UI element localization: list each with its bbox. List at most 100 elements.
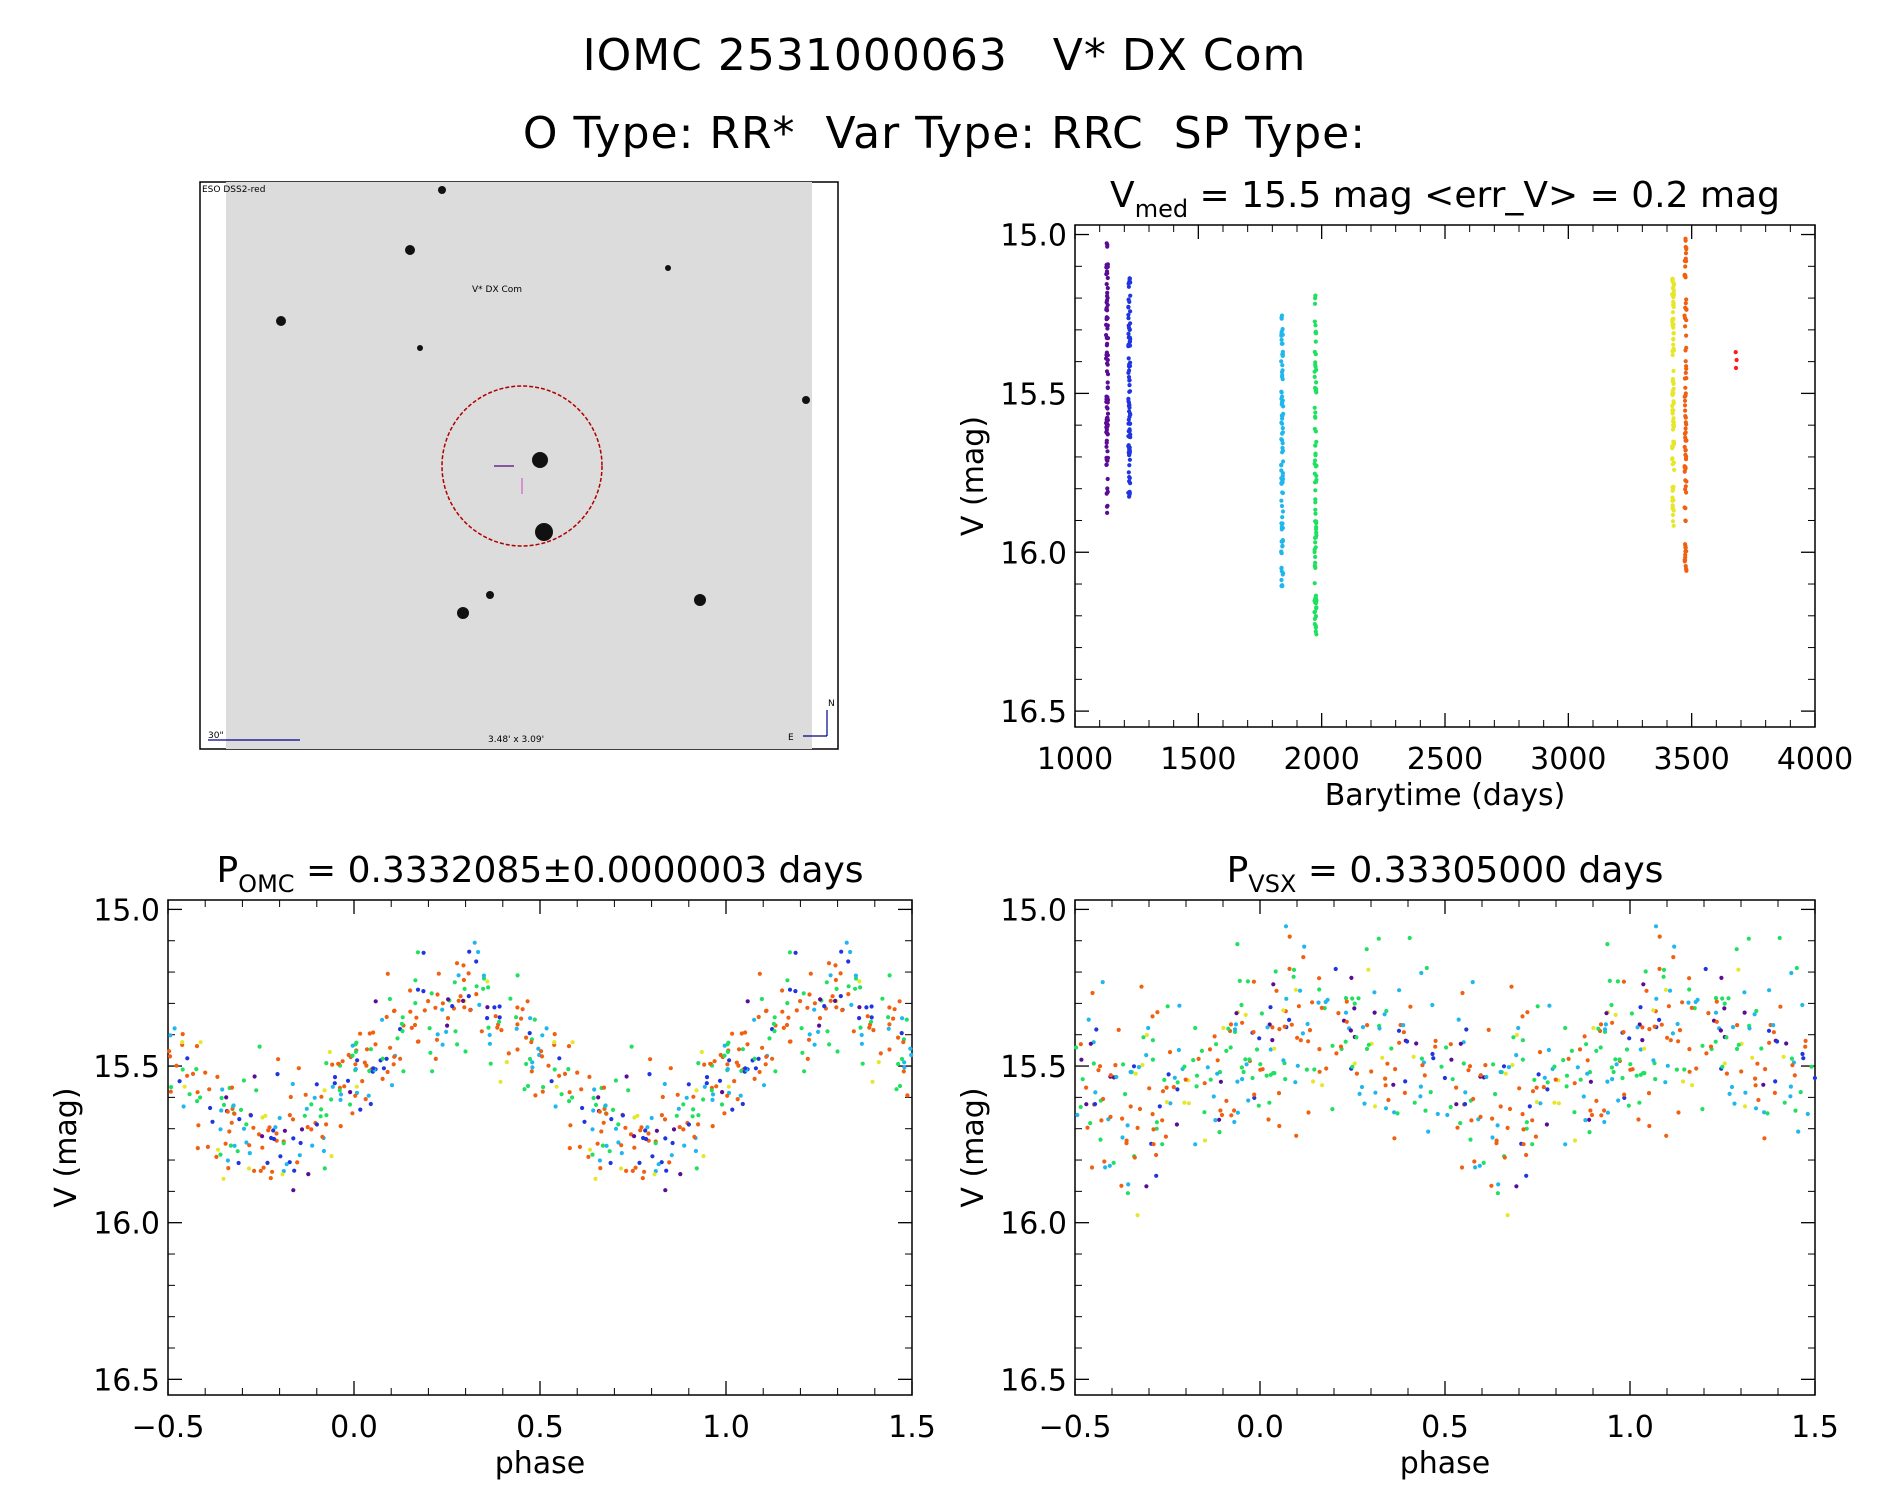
data-point [630, 1168, 635, 1173]
data-point [1126, 304, 1131, 309]
data-point [1713, 996, 1719, 1001]
x-tick-label: 4000 [1777, 742, 1853, 777]
data-point [1629, 1011, 1634, 1016]
data-point [897, 1083, 903, 1089]
data-point [413, 1001, 418, 1006]
data-point [340, 1059, 345, 1064]
data-point [1217, 1130, 1222, 1135]
data-point [1256, 1103, 1261, 1108]
data-point [1530, 1089, 1536, 1094]
y-tick-label: 15.5 [1000, 377, 1067, 412]
data-point [320, 1134, 325, 1139]
y-axis-label: V (mag) [956, 1087, 991, 1207]
plot-frame [167, 899, 913, 1396]
data-point [1235, 942, 1240, 947]
data-point [1280, 538, 1285, 544]
data-point [1470, 980, 1475, 985]
lightcurve-time-panel: 1000 1500 2000 2500 3000 3500 4000 15.0 15.5 16.0… [956, 175, 1853, 813]
data-point [273, 1125, 278, 1130]
data-point [1766, 1028, 1772, 1033]
data-point [635, 1113, 640, 1118]
x-tick-label: 1000 [1037, 742, 1113, 777]
data-point [1604, 1011, 1609, 1016]
data-point [231, 1103, 236, 1108]
data-point [1150, 1014, 1155, 1019]
data-point [530, 1060, 535, 1065]
data-point [595, 1141, 600, 1146]
data-point [227, 1129, 232, 1134]
data-point [624, 1168, 629, 1173]
data-point [802, 1069, 807, 1074]
data-point [1104, 300, 1109, 305]
data-point [1670, 1031, 1675, 1036]
data-point [1233, 1022, 1238, 1027]
data-point [725, 1067, 730, 1072]
data-point [1313, 352, 1318, 357]
data-point [1599, 1113, 1604, 1118]
data-point [1317, 987, 1322, 992]
data-point [456, 973, 461, 978]
data-point [646, 1131, 651, 1136]
data-point [1611, 1069, 1616, 1075]
data-point [1467, 1064, 1473, 1069]
data-point [1279, 316, 1284, 321]
data-point [1684, 366, 1689, 371]
data-point [638, 1128, 643, 1133]
data-point [498, 1079, 503, 1084]
data-point [514, 1026, 519, 1031]
data-point [350, 1111, 355, 1116]
data-point [1154, 1126, 1159, 1131]
data-point [327, 1049, 332, 1055]
data-point [368, 1047, 373, 1052]
data-point [1422, 1073, 1427, 1078]
data-point [1104, 457, 1109, 462]
data-point [1572, 1138, 1578, 1143]
data-point [1376, 936, 1381, 941]
data-point [1481, 1160, 1486, 1165]
data-point [1276, 1091, 1282, 1096]
data-point [735, 1097, 740, 1102]
data-point [169, 1085, 174, 1090]
data-point [1352, 1006, 1357, 1011]
data-point [1364, 947, 1369, 952]
data-point [1670, 462, 1675, 467]
data-point [640, 1176, 645, 1181]
data-point [180, 1032, 185, 1037]
data-point [1312, 405, 1317, 410]
data-point [1280, 583, 1285, 588]
data-point [1365, 1023, 1370, 1028]
data-point [1191, 1058, 1196, 1063]
data-point [430, 1069, 435, 1074]
data-point [295, 1160, 300, 1165]
data-point [1093, 1090, 1098, 1095]
data-point [566, 1044, 572, 1049]
data-point [1123, 1092, 1128, 1097]
data-point [1126, 470, 1131, 475]
data-point [1684, 307, 1689, 312]
data-point [257, 1044, 262, 1049]
data-point [1338, 1044, 1344, 1049]
data-point [1127, 475, 1132, 480]
data-point [808, 971, 813, 976]
chart-title: PVSX = 0.33305000 days [1227, 850, 1664, 898]
data-point [1279, 402, 1284, 407]
data-point [1654, 996, 1659, 1001]
data-point [739, 1068, 744, 1074]
data-point [1672, 944, 1677, 949]
data-point [838, 994, 843, 999]
data-point [886, 1026, 891, 1031]
data-point [226, 1166, 231, 1171]
data-point [1105, 380, 1110, 385]
data-point [1312, 461, 1317, 466]
data-point [1684, 422, 1689, 427]
data-point [853, 973, 859, 978]
data-point [1683, 251, 1689, 256]
data-point [608, 1160, 613, 1166]
data-point [1268, 1072, 1273, 1077]
data-point [1313, 519, 1318, 524]
data-point [1463, 1090, 1468, 1095]
data-point [1638, 1072, 1643, 1077]
data-point [271, 1128, 276, 1133]
data-point [446, 997, 451, 1002]
data-point [1520, 1057, 1525, 1062]
